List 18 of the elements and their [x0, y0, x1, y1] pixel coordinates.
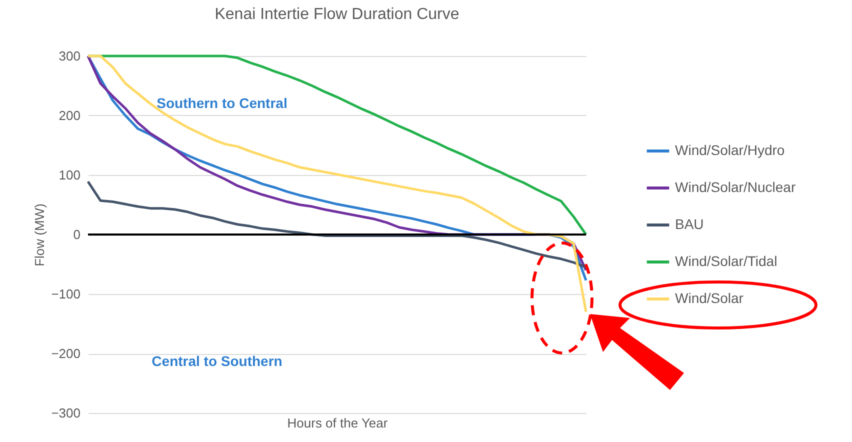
annotation: Central to Southern — [152, 353, 282, 369]
y-tick-label: −100 — [51, 286, 80, 302]
y-tick-label: 300 — [58, 48, 80, 64]
chart-title: Kenai Intertie Flow Duration Curve — [214, 6, 460, 23]
y-tick-label: −300 — [51, 406, 80, 420]
y-tick-label: −200 — [51, 346, 80, 361]
legend-label: Wind/Solar/Hydro — [675, 142, 785, 158]
legend-label: Wind/Solar — [675, 290, 744, 306]
legend-label: Wind/Solar/Tidal — [675, 253, 778, 269]
legend-label: BAU — [675, 216, 704, 232]
y-axis-title: Flow (MW) — [32, 204, 48, 266]
y-tick-label: 0 — [73, 227, 80, 242]
y-tick-label: 100 — [58, 168, 80, 182]
x-axis-title: Hours of the Year — [287, 416, 388, 430]
annotation: Southern to Central — [156, 95, 288, 111]
legend-label: Wind/Solar/Nuclear — [675, 179, 796, 195]
line-series — [86, 180, 588, 268]
y-tick-label: 200 — [58, 108, 80, 123]
